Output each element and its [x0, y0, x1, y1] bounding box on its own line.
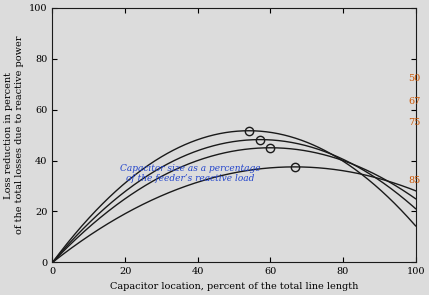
Text: 50: 50	[408, 75, 420, 83]
Y-axis label: Loss reduction in percent
of the total losses due to reactive power: Loss reduction in percent of the total l…	[4, 36, 24, 234]
Text: 85: 85	[408, 176, 420, 185]
X-axis label: Capacitor location, percent of the total line length: Capacitor location, percent of the total…	[110, 282, 358, 291]
Text: Capacitor size as a percentage
of the feeder’s reactive load: Capacitor size as a percentage of the fe…	[120, 163, 261, 183]
Text: 67: 67	[408, 97, 421, 106]
Text: 75: 75	[408, 118, 421, 127]
